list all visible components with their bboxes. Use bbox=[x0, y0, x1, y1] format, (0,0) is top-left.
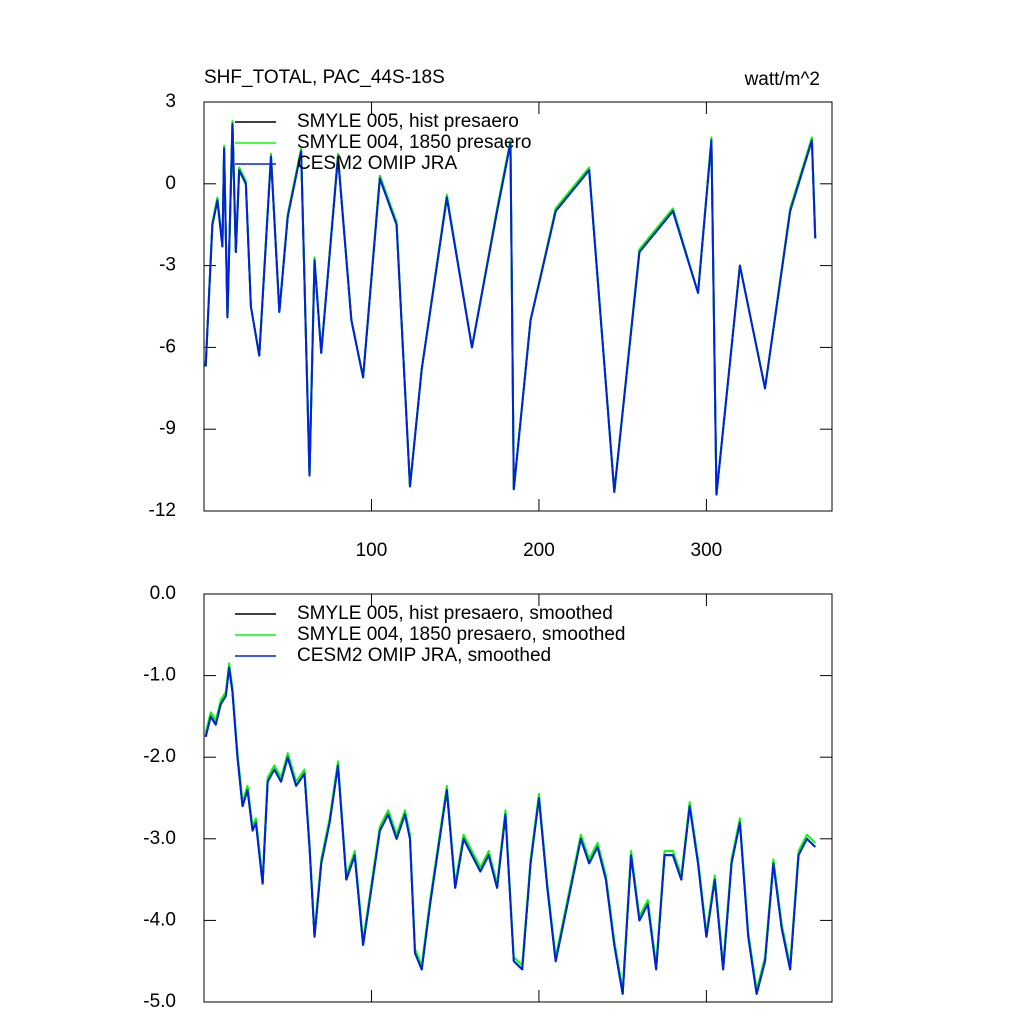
legend-label: SMYLE 004, 1850 presaero, smoothed bbox=[297, 624, 625, 645]
y-tick-label: 0.0 bbox=[150, 583, 176, 604]
x-tick-label: 200 bbox=[523, 540, 555, 561]
y-tick-label: -2.0 bbox=[143, 746, 176, 767]
data-line bbox=[204, 666, 816, 995]
legend-label: SMYLE 004, 1850 presaero bbox=[297, 132, 532, 153]
y-tick-label: -6 bbox=[159, 336, 176, 357]
data-line bbox=[204, 662, 816, 991]
data-line bbox=[204, 122, 817, 496]
y-tick-label: 3 bbox=[165, 91, 176, 112]
plot-frame bbox=[203, 593, 833, 1003]
legend-label: CESM2 OMIP JRA, smoothed bbox=[297, 645, 551, 666]
units-label: watt/m^2 bbox=[744, 69, 820, 90]
y-tick-label: -12 bbox=[149, 500, 176, 521]
y-tick-label: -3.0 bbox=[143, 828, 176, 849]
x-tick-label: 100 bbox=[356, 540, 388, 561]
chart-title: SHF_TOTAL, PAC_44S-18S bbox=[204, 67, 445, 88]
y-tick-label: 0 bbox=[165, 173, 176, 194]
legend-label: CESM2 OMIP JRA bbox=[297, 153, 457, 174]
y-tick-label: -3 bbox=[159, 255, 176, 276]
y-tick-label: -1.0 bbox=[143, 665, 176, 686]
legend-label: SMYLE 005, hist presaero, smoothed bbox=[297, 603, 613, 624]
x-tick-label: 300 bbox=[691, 540, 723, 561]
y-tick-label: -5.0 bbox=[143, 991, 176, 1012]
legend-label: SMYLE 005, hist presaero bbox=[297, 111, 519, 132]
y-tick-label: -4.0 bbox=[143, 909, 176, 930]
plot-frame bbox=[203, 101, 833, 512]
y-tick-label: -9 bbox=[159, 418, 176, 439]
